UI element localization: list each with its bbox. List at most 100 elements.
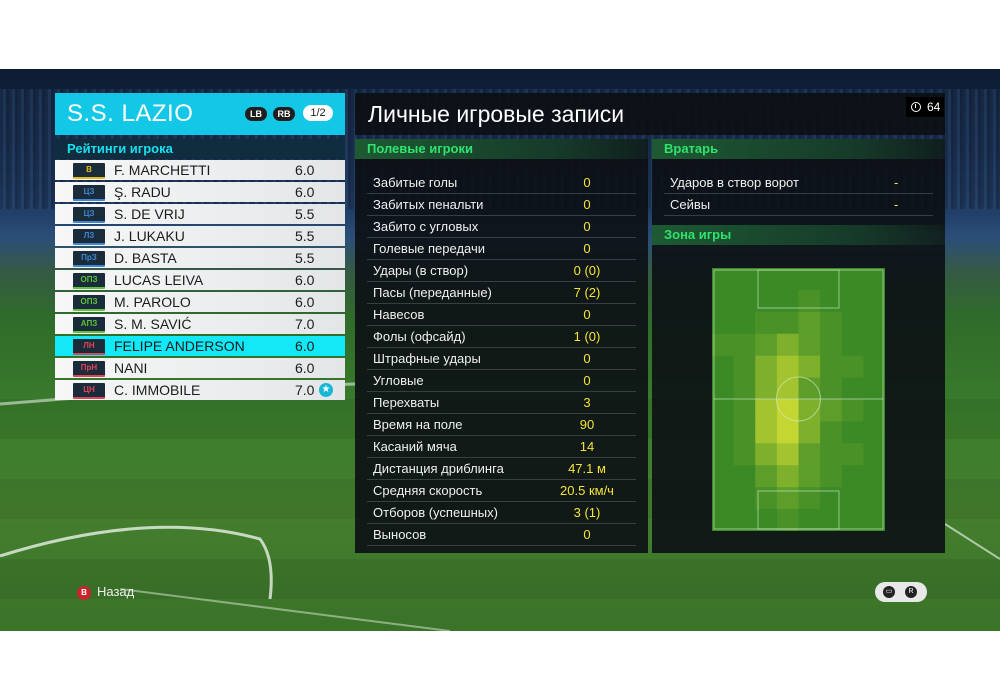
heatmap-cell bbox=[820, 268, 843, 291]
player-row[interactable]: В F. MARCHETTI 6.0 bbox=[55, 160, 345, 180]
heatmap-cell bbox=[776, 333, 799, 357]
player-name: C. IMMOBILE bbox=[114, 382, 201, 398]
heatmap-cell bbox=[820, 509, 843, 532]
stat-label: Забитых пенальти bbox=[373, 197, 484, 212]
heatmap-cell bbox=[776, 355, 799, 379]
lb-button[interactable]: LB bbox=[245, 107, 267, 121]
stat-row: Отборов (успешных) 3 (1) bbox=[367, 502, 636, 524]
heatmap-cell bbox=[820, 377, 843, 400]
stat-value: 0 bbox=[583, 219, 591, 234]
player-list: В F. MARCHETTI 6.0 ЦЗ Ş. RADU 6.0 ЦЗ S. DE VRIJ… bbox=[55, 160, 345, 402]
stat-label: Сейвы bbox=[670, 197, 711, 212]
player-rating: 6.0 bbox=[295, 360, 315, 376]
position-badge: ЦЗ bbox=[73, 207, 105, 223]
player-rating: 7.0 bbox=[295, 382, 315, 398]
stat-label: Отборов (успешных) bbox=[373, 505, 498, 520]
player-row[interactable]: ЛЗ J. LUKAKU 5.5 bbox=[55, 226, 345, 246]
heatmap-cell bbox=[841, 377, 864, 400]
heatmap-cell bbox=[798, 465, 821, 488]
play-zone-panel: Зона игры bbox=[652, 225, 945, 553]
stat-row: Пасы (переданные) 7 (2) bbox=[367, 282, 636, 304]
player-name: Ş. RADU bbox=[114, 184, 171, 200]
stat-label: Дистанция дриблинга bbox=[373, 461, 504, 476]
field-stats-list: Забитые голы 0 Забитых пенальти 0 Забито с у… bbox=[367, 172, 636, 546]
stat-row: Выносов 0 bbox=[367, 524, 636, 546]
player-name: D. BASTA bbox=[114, 250, 177, 266]
player-rating: 6.0 bbox=[295, 272, 315, 288]
player-row[interactable]: ЦН C. IMMOBILE 7.0 ★ bbox=[55, 380, 345, 400]
heatmap-cell bbox=[712, 289, 735, 313]
stat-row: Удары (в створ) 0 (0) bbox=[367, 260, 636, 282]
chat-icon[interactable]: ▭ bbox=[883, 586, 895, 598]
heatmap-cell bbox=[798, 487, 821, 510]
stat-row: Время на поле 90 bbox=[367, 414, 636, 436]
player-rating: 6.0 bbox=[295, 294, 315, 310]
heatmap-cell bbox=[776, 377, 799, 400]
heatmap-cell bbox=[798, 443, 821, 466]
pitch-marking bbox=[757, 490, 840, 530]
heatmap-cell bbox=[755, 268, 778, 291]
stat-label: Голевые передачи bbox=[373, 241, 486, 256]
pitch-marking bbox=[776, 376, 821, 422]
stat-value: 7 (2) bbox=[573, 285, 601, 300]
stat-value: 0 bbox=[583, 351, 591, 366]
heatmap-cell bbox=[733, 487, 756, 510]
player-row[interactable]: ОПЗ LUCAS LEIVA 6.0 bbox=[55, 270, 345, 290]
heatmap-cell bbox=[776, 487, 799, 510]
play-zone-title: Зона игры bbox=[652, 225, 945, 245]
position-badge: ЛЗ bbox=[73, 229, 105, 245]
stat-row: Перехваты 3 bbox=[367, 392, 636, 414]
heatmap-cell bbox=[841, 289, 864, 313]
goalkeeper-panel: Вратарь Ударов в створ ворот - Сейвы - bbox=[652, 139, 945, 230]
heatmap-cell bbox=[863, 421, 886, 444]
rb-button[interactable]: RB bbox=[273, 107, 295, 121]
heatmap-cell bbox=[776, 421, 799, 444]
stat-label: Навесов bbox=[373, 307, 425, 322]
stat-value: 3 bbox=[583, 395, 591, 410]
heatmap-cell bbox=[776, 509, 799, 532]
heatmap-cell bbox=[863, 509, 886, 532]
player-name: LUCAS LEIVA bbox=[114, 272, 204, 288]
player-row[interactable]: ЦЗ Ş. RADU 6.0 bbox=[55, 182, 345, 202]
heatmap-cell bbox=[863, 355, 886, 379]
player-row[interactable]: ПрН NANI 6.0 bbox=[55, 358, 345, 378]
player-row[interactable]: ЦЗ S. DE VRIJ 5.5 bbox=[55, 204, 345, 224]
heatmap-grid bbox=[712, 268, 886, 532]
player-rating: 5.5 bbox=[295, 206, 315, 222]
heatmap-cell bbox=[841, 465, 864, 488]
position-badge: ЦН bbox=[73, 383, 105, 399]
heatmap-cell bbox=[776, 399, 799, 422]
player-row[interactable]: ЛН FELIPE ANDERSON 6.0 bbox=[55, 336, 345, 356]
team-name: S.S. LAZIO bbox=[67, 100, 194, 127]
stat-row: Забитых пенальти 0 bbox=[367, 194, 636, 216]
position-badge: ОПЗ bbox=[73, 273, 105, 289]
player-name: NANI bbox=[114, 360, 148, 376]
heatmap-cell bbox=[841, 443, 864, 466]
player-rating: 5.5 bbox=[295, 250, 315, 266]
position-badge: ОПЗ bbox=[73, 295, 105, 311]
player-name: F. MARCHETTI bbox=[114, 162, 211, 178]
stat-label: Забито с угловых bbox=[373, 219, 479, 234]
heatmap-cell bbox=[863, 487, 886, 510]
heatmap-cell bbox=[712, 268, 735, 291]
stat-label: Угловые bbox=[373, 373, 424, 388]
player-row[interactable]: ПрЗ D. BASTA 5.5 bbox=[55, 248, 345, 268]
heatmap-cell bbox=[798, 268, 821, 291]
player-row[interactable]: АПЗ S. M. SAVIĆ 7.0 bbox=[55, 314, 345, 334]
heatmap-cell bbox=[712, 487, 735, 510]
stat-label: Удары (в створ) bbox=[373, 263, 469, 278]
stat-row: Навесов 0 bbox=[367, 304, 636, 326]
heatmap-cell bbox=[755, 421, 778, 444]
stat-row: Голевые передачи 0 bbox=[367, 238, 636, 260]
stat-label: Касаний мяча bbox=[373, 439, 457, 454]
heatmap-cell bbox=[863, 333, 886, 357]
back-hint[interactable]: B Назад bbox=[77, 584, 134, 600]
player-name: S. M. SAVIĆ bbox=[114, 316, 192, 332]
rs-button-icon[interactable]: R bbox=[905, 586, 917, 598]
heatmap-cell bbox=[755, 487, 778, 510]
heatmap-cell bbox=[863, 377, 886, 400]
stat-value: 0 bbox=[583, 307, 591, 322]
heatmap-cell bbox=[733, 509, 756, 532]
player-row[interactable]: ОПЗ M. PAROLO 6.0 bbox=[55, 292, 345, 312]
stat-value: - bbox=[894, 197, 899, 212]
